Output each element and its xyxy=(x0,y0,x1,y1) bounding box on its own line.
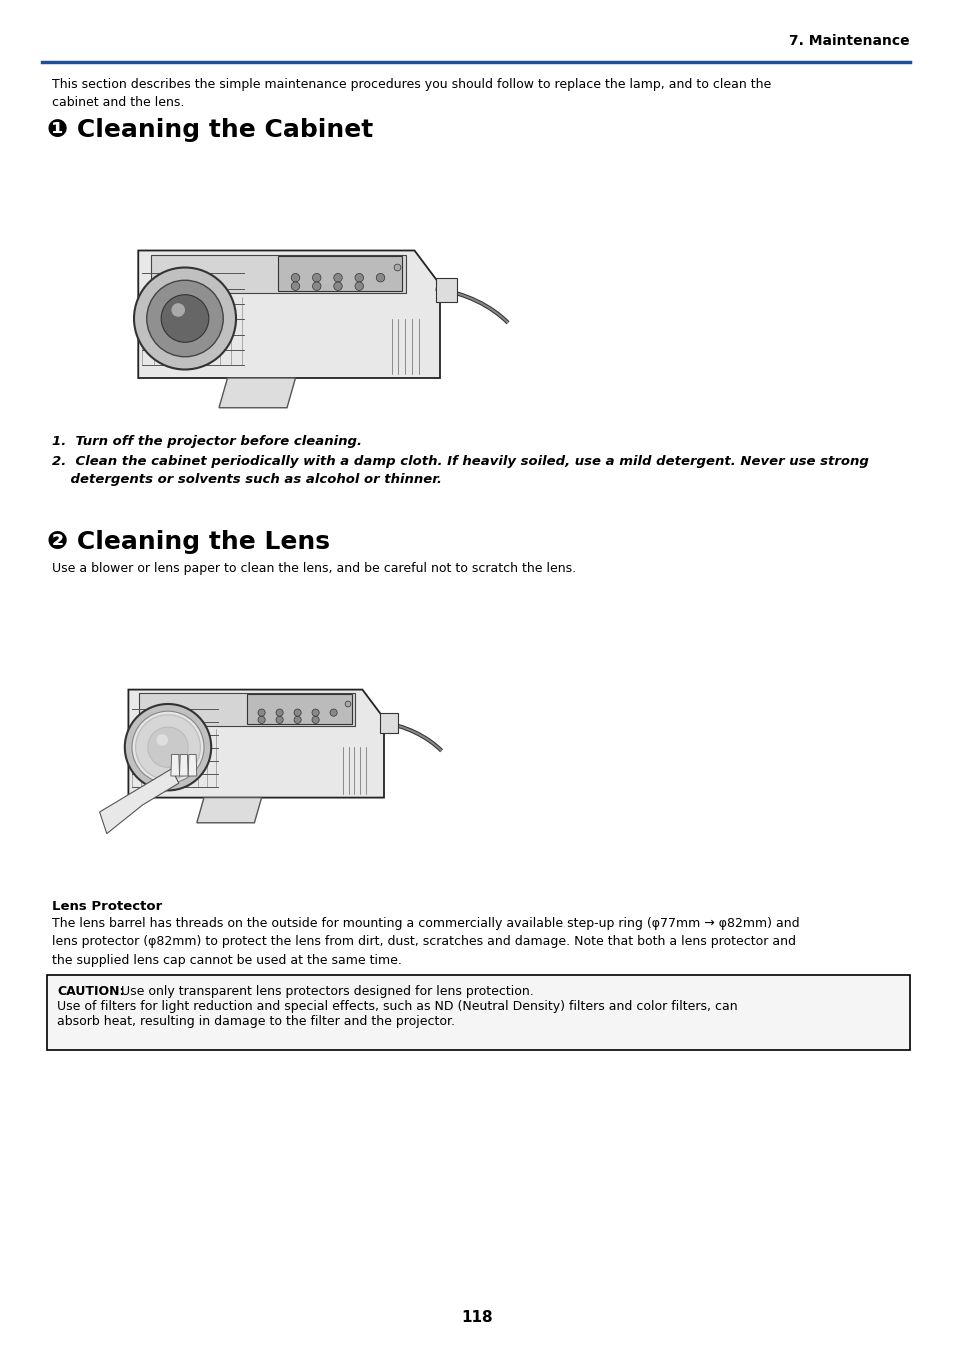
Circle shape xyxy=(161,295,209,342)
Circle shape xyxy=(275,716,283,724)
Circle shape xyxy=(394,264,400,271)
Text: 2.  Clean the cabinet periodically with a damp cloth. If heavily soiled, use a m: 2. Clean the cabinet periodically with a… xyxy=(52,456,868,487)
Circle shape xyxy=(257,716,265,724)
Circle shape xyxy=(334,282,342,290)
Bar xyxy=(436,278,456,302)
Text: absorb heat, resulting in damage to the filter and the projector.: absorb heat, resulting in damage to the … xyxy=(57,1015,455,1029)
Text: Use of filters for light reduction and special effects, such as ND (Neutral Dens: Use of filters for light reduction and s… xyxy=(57,1000,737,1012)
Text: ❶ Cleaning the Cabinet: ❶ Cleaning the Cabinet xyxy=(47,119,373,142)
Circle shape xyxy=(330,709,336,716)
Circle shape xyxy=(334,274,342,282)
Text: 7. Maintenance: 7. Maintenance xyxy=(788,34,909,49)
Circle shape xyxy=(257,709,265,716)
Circle shape xyxy=(148,727,188,767)
Text: The lens barrel has threads on the outside for mounting a commercially available: The lens barrel has threads on the outsi… xyxy=(52,917,799,967)
Text: 118: 118 xyxy=(460,1310,493,1325)
Bar xyxy=(380,713,398,733)
Polygon shape xyxy=(188,755,196,776)
Text: This section describes the simple maintenance procedures you should follow to re: This section describes the simple mainte… xyxy=(52,78,770,109)
Circle shape xyxy=(275,709,283,716)
Circle shape xyxy=(135,714,200,779)
Polygon shape xyxy=(99,768,178,833)
Circle shape xyxy=(313,282,320,290)
Bar xyxy=(278,256,401,291)
Polygon shape xyxy=(196,798,261,822)
Polygon shape xyxy=(171,755,179,776)
Circle shape xyxy=(132,712,204,783)
Circle shape xyxy=(294,709,301,716)
Text: Lens Protector: Lens Protector xyxy=(52,900,162,913)
Circle shape xyxy=(345,701,351,706)
Circle shape xyxy=(133,267,235,369)
FancyBboxPatch shape xyxy=(47,975,909,1050)
Circle shape xyxy=(375,274,384,282)
Circle shape xyxy=(312,709,319,716)
Circle shape xyxy=(172,303,185,317)
Circle shape xyxy=(355,282,363,290)
Circle shape xyxy=(147,280,223,357)
Text: 1.  Turn off the projector before cleaning.: 1. Turn off the projector before cleanin… xyxy=(52,435,361,448)
Polygon shape xyxy=(139,693,355,725)
Text: ❷ Cleaning the Lens: ❷ Cleaning the Lens xyxy=(47,530,330,554)
Circle shape xyxy=(313,274,320,282)
Circle shape xyxy=(291,282,299,290)
Polygon shape xyxy=(151,255,406,293)
Circle shape xyxy=(355,274,363,282)
Polygon shape xyxy=(129,690,384,798)
Text: Use a blower or lens paper to clean the lens, and be careful not to scratch the : Use a blower or lens paper to clean the … xyxy=(52,562,576,576)
Circle shape xyxy=(125,704,211,790)
Polygon shape xyxy=(179,755,188,776)
Text: CAUTION:: CAUTION: xyxy=(57,985,125,998)
Text: Use only transparent lens protectors designed for lens protection.: Use only transparent lens protectors des… xyxy=(117,985,533,998)
Circle shape xyxy=(294,716,301,724)
Circle shape xyxy=(156,735,168,745)
Polygon shape xyxy=(138,251,439,377)
Polygon shape xyxy=(219,377,295,407)
Bar xyxy=(247,694,352,724)
Circle shape xyxy=(291,274,299,282)
Circle shape xyxy=(312,716,319,724)
